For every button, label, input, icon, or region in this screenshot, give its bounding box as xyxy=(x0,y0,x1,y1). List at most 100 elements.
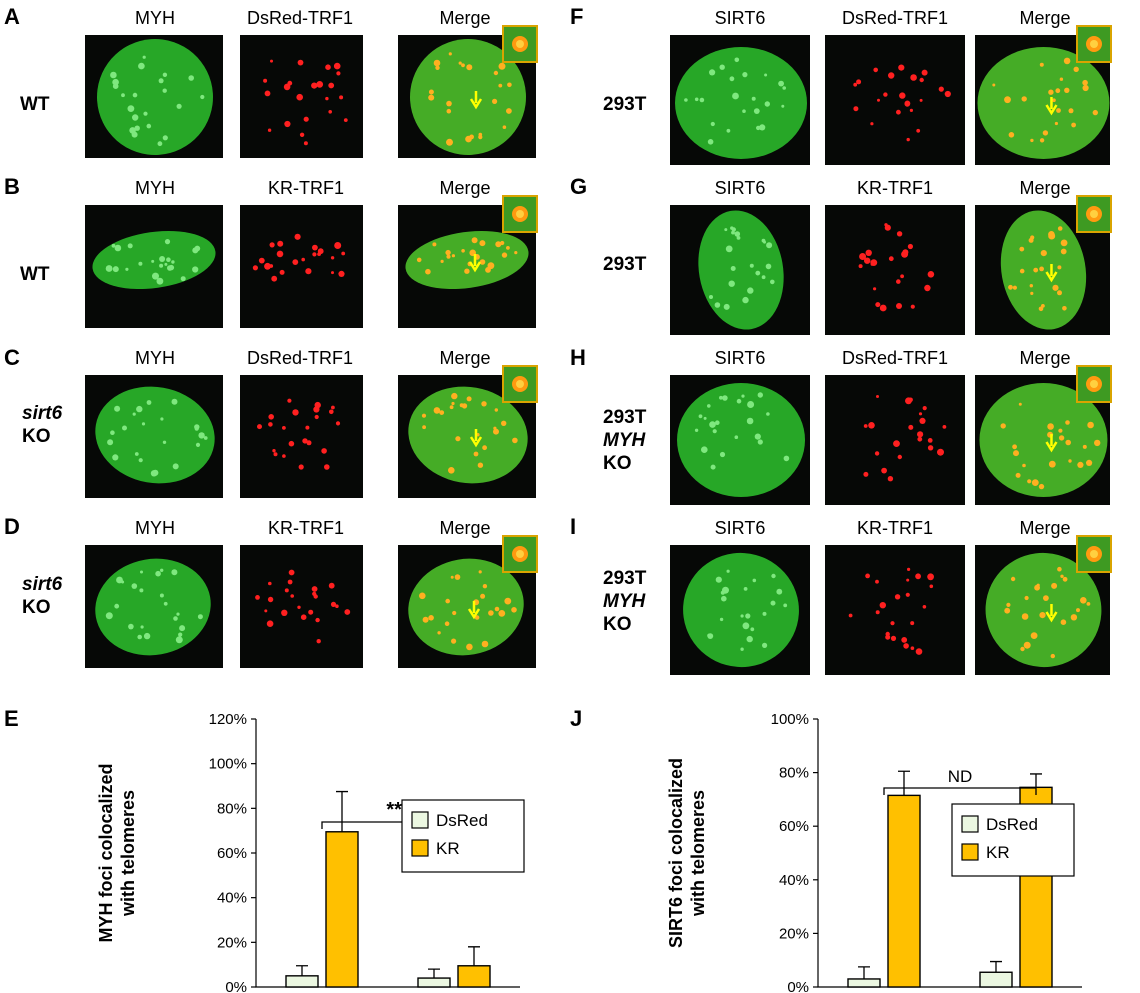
chart-j-errorbar xyxy=(990,960,1002,973)
title-a-3: Merge xyxy=(439,8,491,28)
micrograph-c-merge xyxy=(398,375,536,498)
row-label-c: sirt6 KO xyxy=(22,402,62,448)
title-h-2: DsRed-TRF1 xyxy=(841,348,948,368)
panel-letter-h: H xyxy=(570,345,586,370)
row-label-i-ko: KO xyxy=(603,614,632,635)
title-c-3: Merge xyxy=(439,348,491,368)
micrograph-h-red xyxy=(825,375,965,505)
chart-j-ytick-label: 0% xyxy=(787,979,809,993)
zoom-inset-a xyxy=(502,25,538,63)
arrow-marker-a xyxy=(469,91,483,110)
row-label-d: sirt6 KO xyxy=(22,573,62,619)
panel-letter-b: B xyxy=(4,174,20,199)
chart-j-ytick-label: 100% xyxy=(771,711,809,728)
chart-e-legend-swatch-kr xyxy=(411,839,429,857)
chart-j-ytick-label: 20% xyxy=(779,925,809,942)
micrograph-g-red xyxy=(825,205,965,335)
arrow-marker-f xyxy=(1045,97,1058,116)
bar-chart-j: SIRT6 foci colocalized with telomeres 0% 20… xyxy=(666,711,1082,993)
chart-j-legend: DsRed KR xyxy=(951,803,1075,877)
title-h-1: SIRT6 xyxy=(714,348,766,368)
chart-e-ytick-label: 40% xyxy=(217,890,247,907)
chart-e-bar-dsred-1 xyxy=(285,975,319,988)
panel-letter-g: G xyxy=(570,174,588,199)
chart-j-bar-dsred-1 xyxy=(847,978,881,988)
arrow-marker-d xyxy=(467,601,481,620)
row-label-d-ko: KO xyxy=(22,597,51,618)
title-g-3: Merge xyxy=(1019,178,1071,198)
chart-e-legend-swatch-dsred xyxy=(411,811,429,829)
zoom-inset-d xyxy=(502,535,538,573)
row-label-b: WT xyxy=(20,264,50,285)
chart-e-ytick-label: 80% xyxy=(217,800,247,817)
micrograph-h-green xyxy=(670,375,810,505)
panel-letter-c: C xyxy=(4,345,20,370)
micrograph-a-merge xyxy=(398,35,536,158)
chart-j-ylabel-2: with telomeres xyxy=(688,790,708,917)
title-i-2: KR-TRF1 xyxy=(857,518,933,538)
micrograph-c-red xyxy=(240,375,363,498)
chart-j-bar-dsred-2 xyxy=(979,971,1013,988)
chart-e-ytick-label: 100% xyxy=(209,756,247,773)
zoom-inset-i xyxy=(1076,535,1112,573)
chart-j-ytick-label: 60% xyxy=(779,818,809,835)
micrograph-f-merge xyxy=(975,35,1110,165)
title-i-3: Merge xyxy=(1019,518,1071,538)
title-d-1: MYH xyxy=(135,518,175,538)
micrograph-d-red xyxy=(240,545,363,668)
arrow-marker-i xyxy=(1045,604,1058,623)
title-c-2: DsRed-TRF1 xyxy=(246,348,353,368)
chart-e-ytick-label: 0% xyxy=(225,979,247,993)
chart-e-bar-dsred-2 xyxy=(417,977,451,988)
arrow-marker-c xyxy=(469,429,483,448)
chart-j-significance-bracket xyxy=(883,787,1037,795)
chart-e-ytick-label: 60% xyxy=(217,845,247,862)
chart-e-errorbar xyxy=(428,968,440,979)
arrow-marker-g xyxy=(1045,264,1058,283)
panel-letter-e: E xyxy=(4,706,19,731)
row-label-h-ko: KO xyxy=(603,453,632,474)
title-b-1: MYH xyxy=(135,178,175,198)
row-label-d-gene: sirt6 xyxy=(22,574,63,595)
zoom-inset-f xyxy=(1076,25,1112,63)
zoom-inset-h xyxy=(1076,365,1112,403)
chart-e-errorbar xyxy=(336,790,348,832)
chart-j-legend-swatch-kr xyxy=(961,843,979,861)
title-b-2: KR-TRF1 xyxy=(268,178,344,198)
micrograph-i-green xyxy=(670,545,810,675)
row-label-h-gene: MYH xyxy=(603,430,646,451)
panel-letter-d: D xyxy=(4,514,20,539)
row-label-f: 293T xyxy=(603,94,647,115)
micrograph-b-red xyxy=(240,205,363,328)
chart-e-legend-label-dsred: DsRed xyxy=(436,811,488,830)
row-label-g: 293T xyxy=(603,254,647,275)
title-d-2: KR-TRF1 xyxy=(268,518,344,538)
chart-e-bar-kr-2 xyxy=(457,965,491,988)
micrograph-f-green xyxy=(670,35,810,165)
micrograph-d-green xyxy=(85,545,223,668)
chart-e-ylabel-1: MYH foci colocalized xyxy=(96,763,116,942)
zoom-inset-c xyxy=(502,365,538,403)
chart-j-ytick-label: 80% xyxy=(779,765,809,782)
micrograph-f-red xyxy=(825,35,965,165)
micrograph-b-green xyxy=(85,205,223,328)
panel-letter-f: F xyxy=(570,4,584,29)
chart-j-legend-label-dsred: DsRed xyxy=(986,815,1038,834)
title-a-1: MYH xyxy=(135,8,175,28)
chart-j-legend-label-kr: KR xyxy=(986,843,1010,862)
title-b-3: Merge xyxy=(439,178,491,198)
row-label-h: 293T MYH KO xyxy=(603,406,646,475)
row-label-c-gene: sirt6 xyxy=(22,403,63,424)
chart-j-significance-label: ND xyxy=(948,767,973,786)
title-f-3: Merge xyxy=(1019,8,1071,28)
bar-chart-e: MYH foci colocalized with telomeres 0% 20% 4… xyxy=(96,711,525,993)
chart-j-ylabel-1: SIRT6 foci colocalized xyxy=(666,758,686,948)
title-i-1: SIRT6 xyxy=(714,518,766,538)
panel-letter-a: A xyxy=(4,4,20,29)
chart-e-ytick-label: 20% xyxy=(217,934,247,951)
chart-e-ylabel-2: with telomeres xyxy=(118,790,138,917)
micrograph-a-green xyxy=(85,35,223,158)
zoom-inset-b xyxy=(502,195,538,233)
title-f-2: DsRed-TRF1 xyxy=(841,8,948,28)
title-c-1: MYH xyxy=(135,348,175,368)
